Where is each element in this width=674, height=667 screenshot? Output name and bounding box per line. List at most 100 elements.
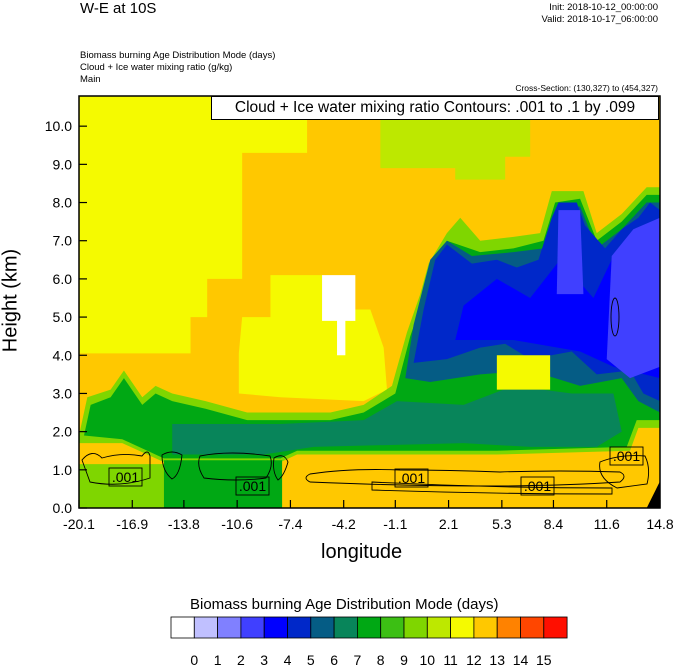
colorbar-label: 10 xyxy=(420,652,436,667)
x-axis-label: longitude xyxy=(321,541,403,563)
y-tick-label: 3.0 xyxy=(53,385,73,401)
contour-lines xyxy=(81,297,650,495)
shaded-region xyxy=(496,355,551,390)
colorbar-box xyxy=(403,616,428,639)
colorbar-label: 2 xyxy=(237,652,245,667)
contour-label: .001 xyxy=(239,478,266,494)
axis-ticks: -20.1 -16.9 -13.8 -10.6 -7.4 -4.2 -1.1 2.1 5.3 8.… xyxy=(45,118,674,532)
contour-line xyxy=(198,452,272,481)
colorbar-label: 3 xyxy=(260,652,268,667)
colorbar-box xyxy=(380,616,405,639)
colorbar-label: 15 xyxy=(536,652,552,667)
contour-line xyxy=(81,451,151,485)
shaded-region xyxy=(606,217,660,379)
y-tick-label: 5.0 xyxy=(53,309,73,325)
field-label-main: Main xyxy=(80,74,101,85)
colorbar-box xyxy=(543,616,568,639)
x-tick-label: -20.1 xyxy=(63,516,95,532)
x-tick-label: 8.4 xyxy=(544,516,564,532)
y-tick-label: 2.0 xyxy=(53,424,73,440)
y-tick-label: 9.0 xyxy=(53,156,73,172)
y-tick-label: 1.0 xyxy=(53,462,73,478)
y-tick-label: 7.0 xyxy=(53,233,73,249)
x-tick-label: -16.9 xyxy=(116,516,148,532)
contour-line xyxy=(161,451,183,480)
contour-line xyxy=(610,297,620,337)
contour-label-box xyxy=(520,476,555,496)
shaded-region xyxy=(322,275,356,356)
colorbar-title: Biomass burning Age Distribution Mode (d… xyxy=(190,596,499,613)
colorbar-label: 0 xyxy=(190,652,198,667)
colorbar-label: 4 xyxy=(284,652,292,667)
x-tick-label: 5.3 xyxy=(492,516,512,532)
colorbar-box xyxy=(287,616,312,639)
terrain-mask xyxy=(646,481,660,508)
y-axis-label: Height (km) xyxy=(0,248,22,353)
y-tick-label: 4.0 xyxy=(53,347,73,363)
colorbar-box xyxy=(473,616,498,639)
colorbar-label: 9 xyxy=(400,652,408,667)
y-tick-label: 10.0 xyxy=(45,118,72,134)
init-time: Init: 2018-10-12_00:00:00 xyxy=(549,2,658,13)
shaded-region xyxy=(238,275,387,402)
contour-line xyxy=(273,455,289,481)
colorbar-box xyxy=(263,616,288,639)
colorbar-box xyxy=(496,616,521,639)
shaded-field xyxy=(79,96,661,508)
colorbar-label: 8 xyxy=(377,652,385,667)
x-tick-label: -13.8 xyxy=(168,516,200,532)
x-tick-label: -1.1 xyxy=(383,516,407,532)
shaded-region xyxy=(163,460,283,508)
contour-labels: .001 .001 .001 .001 .001 xyxy=(108,446,644,496)
y-tick-label: 8.0 xyxy=(53,195,73,211)
shaded-region xyxy=(556,210,584,295)
x-tick-label: 11.6 xyxy=(594,516,620,532)
x-tick-label: -7.4 xyxy=(278,516,302,532)
contour-label-box xyxy=(609,446,644,466)
cross-section-label: Cross-Section: (130,327) to (454,327) xyxy=(515,83,658,93)
contour-label: .001 xyxy=(524,478,551,494)
colorbar-box xyxy=(356,616,382,639)
x-tick-label: 2.1 xyxy=(439,516,459,532)
contour-label-box xyxy=(394,468,429,488)
colorbar-label: 7 xyxy=(354,652,362,667)
colorbar-box xyxy=(520,616,545,639)
shaded-region xyxy=(172,385,622,455)
colorbar-box xyxy=(310,616,335,639)
colorbar-box xyxy=(170,616,195,639)
colorbar-box xyxy=(193,616,219,639)
colorbar-label: 14 xyxy=(513,652,529,667)
colorbar-label: 12 xyxy=(466,652,482,667)
colorbar-label: 1 xyxy=(214,652,222,667)
colorbar-label: 6 xyxy=(330,652,338,667)
colorbar-box xyxy=(333,616,358,639)
contour-label: .001 xyxy=(398,470,425,486)
contour-label-box xyxy=(235,476,270,496)
contour-label: .001 xyxy=(112,469,139,485)
colorbar-box xyxy=(426,616,451,639)
field-label-cloud: Cloud + Ice water mixing ratio (g/kg) xyxy=(80,62,233,73)
x-tick-label: -10.6 xyxy=(221,516,253,532)
colorbar-label: 5 xyxy=(307,652,315,667)
colorbar: 0 1 2 3 4 5 6 7 8 9 10 11 12 13 14 15 xyxy=(170,616,568,667)
contour-line xyxy=(305,469,625,487)
chart-title: W-E at 10S xyxy=(80,0,157,17)
colorbar-label: 13 xyxy=(489,652,505,667)
contour-line xyxy=(371,481,613,495)
colorbar-box xyxy=(240,616,265,639)
y-tick-label: 0.0 xyxy=(53,500,73,516)
valid-time: Valid: 2018-10-17_06:00:00 xyxy=(541,14,658,25)
colorbar-label: 11 xyxy=(443,652,458,667)
colorbar-box xyxy=(450,616,475,639)
x-tick-label: 14.8 xyxy=(646,516,673,532)
contour-info-box: Cloud + Ice water mixing ratio Contours:… xyxy=(211,96,659,120)
shaded-region xyxy=(79,96,308,354)
contour-label-box xyxy=(108,467,143,487)
field-label-age: Biomass burning Age Distribution Mode (d… xyxy=(80,50,276,61)
contour-line xyxy=(599,455,650,489)
x-tick-label: -4.2 xyxy=(332,516,356,532)
contour-label: .001 xyxy=(613,448,640,464)
colorbar-box xyxy=(217,616,242,639)
